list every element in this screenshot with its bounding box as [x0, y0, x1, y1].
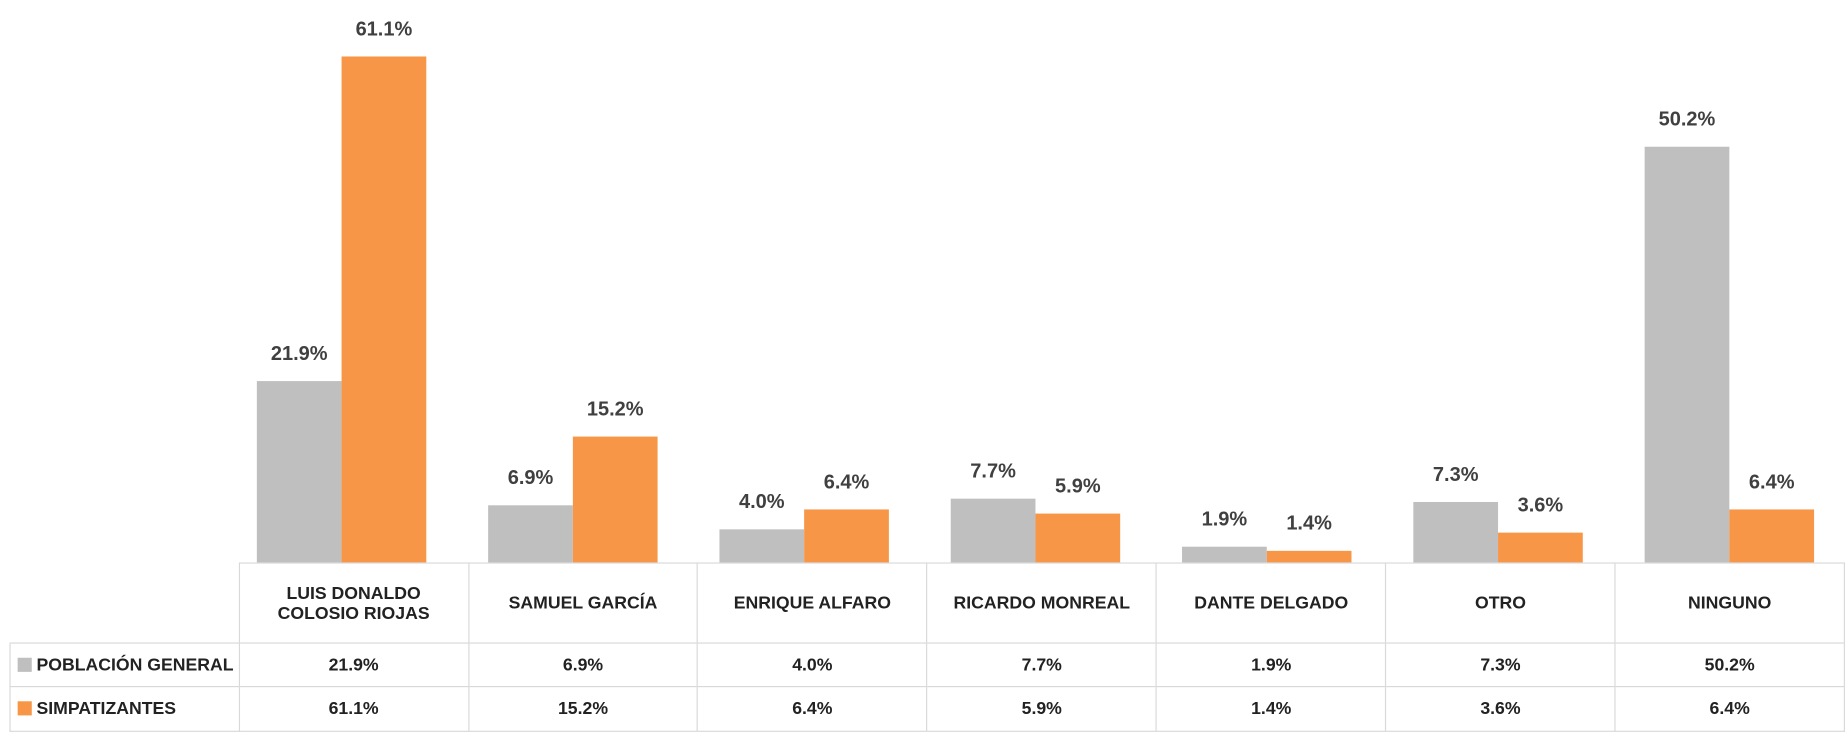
bar	[950, 498, 1036, 563]
table-value: 4.0%	[697, 642, 928, 688]
table-value-text: 1.9%	[1251, 654, 1292, 675]
category-label-text: OTRO	[1474, 593, 1526, 614]
bar	[1498, 532, 1583, 563]
bar	[1035, 513, 1121, 563]
legend-swatch	[17, 701, 32, 716]
series-row: SIMPATIZANTES 61.1% 15.2% 6.4% 5.9% 1.4% 3.6% 6…	[9, 685, 1845, 732]
legend-entry: POBLACIÓN GENERAL	[9, 642, 240, 688]
table-value-text: 15.2%	[557, 698, 609, 719]
data-label: 15.2%	[587, 398, 644, 420]
table-value-text: 50.2%	[1704, 654, 1755, 675]
bar	[804, 509, 889, 563]
category-label-text: RICARDO MONREAL	[953, 593, 1131, 614]
table-value-text: 3.6%	[1480, 698, 1521, 719]
data-label: 6.4%	[1749, 471, 1795, 493]
table-value: 15.2%	[467, 685, 699, 732]
data-label: 3.6%	[1518, 494, 1564, 516]
legend-label: SIMPATIZANTES	[36, 698, 177, 719]
table-value-text: 6.9%	[562, 654, 604, 675]
legend-swatch	[17, 657, 32, 672]
bar	[1182, 546, 1267, 563]
data-label: 5.9%	[1055, 475, 1101, 497]
category-label-text: SAMUEL GARCÍA	[508, 593, 658, 614]
category-label: ENRIQUE ALFARO	[697, 562, 928, 644]
data-label: 50.2%	[1659, 109, 1716, 131]
category-label-text: NINGUNO	[1687, 593, 1772, 614]
table-value-text: 6.4%	[792, 698, 833, 719]
table-value: 3.6%	[1385, 685, 1616, 732]
plot-area: 21.9% 6.9% 4.0% 7.7% 1.9% 7.3% 50.2% 61.1% 15.2%…	[256, 18, 1815, 563]
category-label-text: LUIS DONALDO COLOSIO RIOJAS	[277, 583, 430, 624]
table-value-text: 6.4%	[1709, 698, 1750, 719]
table-value: 6.4%	[697, 685, 928, 732]
table-value: 21.9%	[238, 642, 469, 688]
category-label: NINGUNO	[1614, 562, 1845, 644]
table-value-text: 7.3%	[1480, 654, 1521, 675]
bar	[1266, 550, 1352, 563]
bar	[1729, 509, 1815, 563]
legend-label: POBLACIÓN GENERAL	[36, 654, 234, 675]
bar	[1413, 501, 1499, 563]
category-label: DANTE DELGADO	[1155, 562, 1387, 644]
bar	[256, 381, 342, 563]
data-label: 1.9%	[1202, 509, 1248, 531]
category-label: OTRO	[1385, 562, 1616, 644]
table-value-text: 61.1%	[328, 698, 379, 719]
table-value: 1.9%	[1155, 642, 1387, 688]
table-value-text: 5.9%	[1021, 698, 1062, 719]
table-value-text: 4.0%	[792, 654, 833, 675]
table-value: 7.7%	[926, 642, 1158, 688]
data-label: 6.9%	[508, 467, 554, 489]
category-label: LUIS DONALDO COLOSIO RIOJAS	[238, 562, 469, 644]
table-value: 1.4%	[1155, 685, 1387, 732]
table-value: 6.9%	[467, 642, 699, 688]
legend-entry: SIMPATIZANTES	[9, 685, 240, 732]
data-label: 1.4%	[1286, 513, 1332, 535]
category-label-text: ENRIQUE ALFARO	[733, 593, 891, 614]
data-label: 4.0%	[739, 491, 785, 513]
table-value-text: 7.7%	[1021, 654, 1062, 675]
bar	[719, 529, 805, 563]
data-table: LUIS DONALDO COLOSIO RIOJAS SAMUEL GARCÍA…	[9, 562, 1845, 732]
category-label-text: DANTE DELGADO	[1194, 593, 1349, 614]
data-label: 21.9%	[271, 343, 328, 365]
table-value: 5.9%	[926, 685, 1158, 732]
bar	[488, 505, 573, 563]
category-label: RICARDO MONREAL	[926, 562, 1158, 644]
category-label: SAMUEL GARCÍA	[467, 562, 699, 644]
bar	[1644, 146, 1730, 563]
bar	[572, 436, 658, 563]
table-value: 7.3%	[1385, 642, 1616, 688]
bar	[341, 56, 427, 563]
data-label: 61.1%	[356, 18, 413, 40]
header-row: LUIS DONALDO COLOSIO RIOJAS SAMUEL GARCÍA…	[10, 562, 1845, 644]
table-value: 50.2%	[1614, 642, 1845, 688]
data-label: 7.7%	[970, 461, 1016, 483]
table-value-text: 1.4%	[1251, 698, 1292, 719]
table-value: 6.4%	[1614, 685, 1845, 732]
corner	[10, 563, 240, 644]
series-row: POBLACIÓN GENERAL 21.9% 6.9% 4.0% 7.7% 1.9% 7.…	[9, 642, 1845, 688]
data-label: 7.3%	[1433, 464, 1479, 486]
data-label: 6.4%	[824, 471, 870, 493]
table-value-text: 21.9%	[328, 654, 379, 675]
table-value: 61.1%	[238, 685, 469, 732]
